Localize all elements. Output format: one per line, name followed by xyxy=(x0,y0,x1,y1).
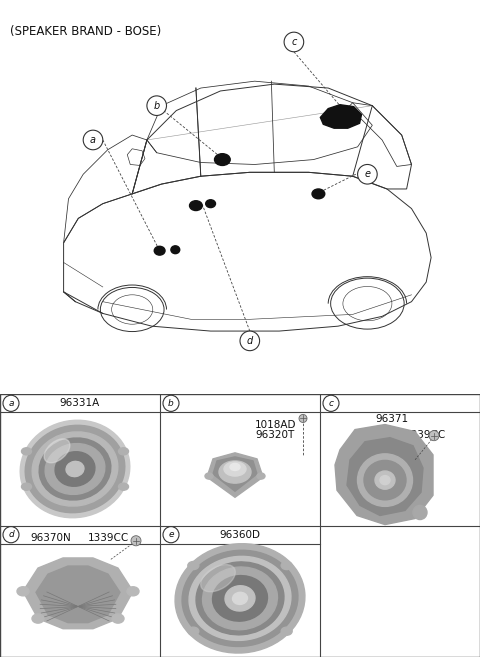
Text: 96320T: 96320T xyxy=(255,430,294,440)
Ellipse shape xyxy=(281,627,292,635)
Ellipse shape xyxy=(205,473,213,479)
Ellipse shape xyxy=(154,246,165,255)
Circle shape xyxy=(3,527,19,543)
Text: c: c xyxy=(328,399,334,408)
Ellipse shape xyxy=(257,473,265,479)
Polygon shape xyxy=(347,438,423,516)
Ellipse shape xyxy=(312,189,325,199)
Text: 1339CC: 1339CC xyxy=(88,533,129,543)
Ellipse shape xyxy=(219,461,251,483)
Circle shape xyxy=(131,535,141,546)
Ellipse shape xyxy=(201,564,235,592)
Ellipse shape xyxy=(22,448,32,455)
Circle shape xyxy=(413,505,427,520)
Polygon shape xyxy=(320,104,361,128)
Ellipse shape xyxy=(225,586,255,611)
Ellipse shape xyxy=(44,439,70,463)
Circle shape xyxy=(358,164,377,184)
Ellipse shape xyxy=(119,448,129,455)
Circle shape xyxy=(3,396,19,411)
Text: (SPEAKER BRAND - BOSE): (SPEAKER BRAND - BOSE) xyxy=(10,26,161,38)
Text: 96360D: 96360D xyxy=(219,530,261,539)
Ellipse shape xyxy=(22,483,32,490)
Text: c: c xyxy=(291,37,297,47)
Text: a: a xyxy=(90,135,96,145)
Ellipse shape xyxy=(66,461,84,476)
Text: d: d xyxy=(247,336,253,346)
Circle shape xyxy=(299,415,307,422)
Ellipse shape xyxy=(175,544,305,653)
Text: 1018AD: 1018AD xyxy=(255,420,297,430)
Text: 1339CC: 1339CC xyxy=(405,430,446,440)
Ellipse shape xyxy=(45,443,105,495)
Text: d: d xyxy=(8,530,14,539)
Polygon shape xyxy=(207,453,263,497)
Ellipse shape xyxy=(171,246,180,254)
Ellipse shape xyxy=(119,483,129,490)
Ellipse shape xyxy=(375,471,395,489)
Circle shape xyxy=(323,396,339,411)
Ellipse shape xyxy=(32,614,44,623)
Text: b: b xyxy=(168,399,174,408)
Ellipse shape xyxy=(188,562,199,570)
Text: e: e xyxy=(364,170,371,179)
Ellipse shape xyxy=(224,462,246,476)
Ellipse shape xyxy=(281,562,292,570)
Ellipse shape xyxy=(39,438,111,500)
Ellipse shape xyxy=(196,562,284,635)
Ellipse shape xyxy=(380,476,390,485)
Ellipse shape xyxy=(230,463,240,470)
Circle shape xyxy=(163,527,179,543)
Ellipse shape xyxy=(358,454,412,507)
Text: 96371: 96371 xyxy=(375,415,408,424)
Ellipse shape xyxy=(55,452,95,486)
Text: e: e xyxy=(168,530,174,539)
Text: a: a xyxy=(8,399,14,408)
Circle shape xyxy=(163,396,179,411)
Ellipse shape xyxy=(17,587,29,596)
Ellipse shape xyxy=(190,201,202,210)
Ellipse shape xyxy=(127,587,139,596)
Text: 96331A: 96331A xyxy=(60,398,100,408)
Text: b: b xyxy=(154,101,160,110)
Ellipse shape xyxy=(232,593,248,604)
Circle shape xyxy=(429,430,439,441)
Ellipse shape xyxy=(112,614,124,623)
Ellipse shape xyxy=(32,432,118,506)
Ellipse shape xyxy=(182,551,298,646)
Polygon shape xyxy=(335,424,433,524)
Circle shape xyxy=(83,130,103,150)
Ellipse shape xyxy=(203,567,277,630)
Circle shape xyxy=(147,96,167,116)
Ellipse shape xyxy=(20,420,130,518)
Circle shape xyxy=(240,331,260,351)
Ellipse shape xyxy=(189,556,291,641)
Ellipse shape xyxy=(213,576,267,621)
Polygon shape xyxy=(36,566,120,623)
Text: 96370N: 96370N xyxy=(30,533,71,543)
Polygon shape xyxy=(23,558,133,629)
Ellipse shape xyxy=(364,461,406,500)
Circle shape xyxy=(284,32,304,52)
Ellipse shape xyxy=(215,154,230,166)
Polygon shape xyxy=(213,457,257,491)
Ellipse shape xyxy=(206,200,216,208)
Ellipse shape xyxy=(188,627,199,635)
Ellipse shape xyxy=(25,425,125,512)
